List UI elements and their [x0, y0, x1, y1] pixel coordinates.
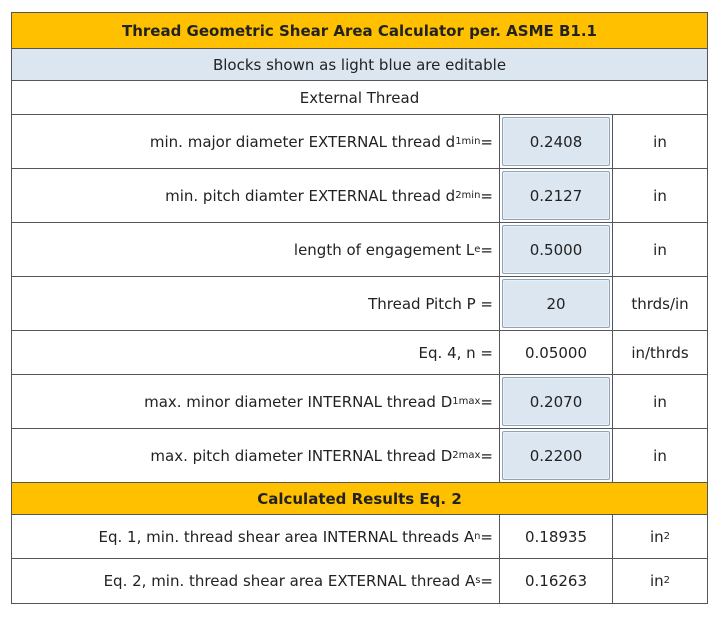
thread-pitch-unit: thrds/in	[631, 294, 689, 313]
row-minor-diameter-internal: max. minor diameter INTERNAL thread D 1ma…	[12, 375, 707, 429]
pitch-diameter-external-input[interactable]: 0.2127	[502, 171, 610, 220]
section-text: External Thread	[299, 88, 420, 107]
row-pitch-diameter-external: min. pitch diamter EXTERNAL thread d 2min…	[12, 169, 707, 223]
major-diameter-unit: in	[653, 132, 667, 151]
pitch-diameter-external-cell: 0.2127	[500, 169, 613, 222]
eq4-n-label: Eq. 4, n =	[12, 331, 500, 374]
editable-note: Blocks shown as light blue are editable	[12, 49, 707, 81]
row-thread-pitch: Thread Pitch P = 20 thrds/in	[12, 277, 707, 331]
row-pitch-diameter-internal: max. pitch diameter INTERNAL thread D 2ma…	[12, 429, 707, 483]
pitch-diameter-external-label: min. pitch diamter EXTERNAL thread d 2min…	[12, 169, 500, 222]
calculator-title: Thread Geometric Shear Area Calculator p…	[12, 13, 707, 49]
external-shear-area-label: Eq. 2, min. thread shear area EXTERNAL t…	[12, 559, 500, 603]
row-result-external-shear-area: Eq. 2, min. thread shear area EXTERNAL t…	[12, 559, 707, 603]
major-diameter-cell: 0.2408	[500, 115, 613, 168]
internal-shear-area-label: Eq. 1, min. thread shear area INTERNAL t…	[12, 515, 500, 558]
major-diameter-input[interactable]: 0.2408	[502, 117, 610, 166]
minor-diameter-internal-label: max. minor diameter INTERNAL thread D 1ma…	[12, 375, 500, 428]
minor-diameter-internal-unit: in	[653, 392, 667, 411]
length-of-engagement-unit: in	[653, 240, 667, 259]
pitch-diameter-internal-unit: in	[653, 446, 667, 465]
thread-pitch-label: Thread Pitch P =	[12, 277, 500, 330]
major-diameter-label: min. major diameter EXTERNAL thread d 1mi…	[12, 115, 500, 168]
pitch-diameter-external-unit: in	[653, 186, 667, 205]
note-text: Blocks shown as light blue are editable	[212, 55, 507, 74]
pitch-diameter-internal-label: max. pitch diameter INTERNAL thread D 2ma…	[12, 429, 500, 482]
calculator-sheet: Thread Geometric Shear Area Calculator p…	[11, 12, 708, 604]
title-text: Thread Geometric Shear Area Calculator p…	[121, 21, 597, 40]
minor-diameter-internal-cell: 0.2070	[500, 375, 613, 428]
eq4-n-value: 0.05000	[500, 331, 613, 374]
row-result-internal-shear-area: Eq. 1, min. thread shear area INTERNAL t…	[12, 515, 707, 559]
row-eq4-n: Eq. 4, n = 0.05000 in/thrds	[12, 331, 707, 375]
row-major-diameter: min. major diameter EXTERNAL thread d 1mi…	[12, 115, 707, 169]
length-of-engagement-input[interactable]: 0.5000	[502, 225, 610, 274]
length-of-engagement-cell: 0.5000	[500, 223, 613, 276]
pitch-diameter-internal-cell: 0.2200	[500, 429, 613, 482]
thread-pitch-input[interactable]: 20	[502, 279, 610, 328]
external-shear-area-value: 0.16263	[500, 559, 613, 603]
results-title-text: Calculated Results Eq. 2	[257, 489, 462, 508]
eq4-n-unit: in/thrds	[631, 343, 689, 362]
internal-shear-area-value: 0.18935	[500, 515, 613, 558]
results-header: Calculated Results Eq. 2	[12, 483, 707, 515]
section-header-external-thread: External Thread	[12, 81, 707, 115]
thread-pitch-cell: 20	[500, 277, 613, 330]
internal-shear-area-unit: in 2	[649, 527, 671, 546]
pitch-diameter-internal-input[interactable]: 0.2200	[502, 431, 610, 480]
external-shear-area-unit: in 2	[649, 572, 671, 590]
minor-diameter-internal-input[interactable]: 0.2070	[502, 377, 610, 426]
